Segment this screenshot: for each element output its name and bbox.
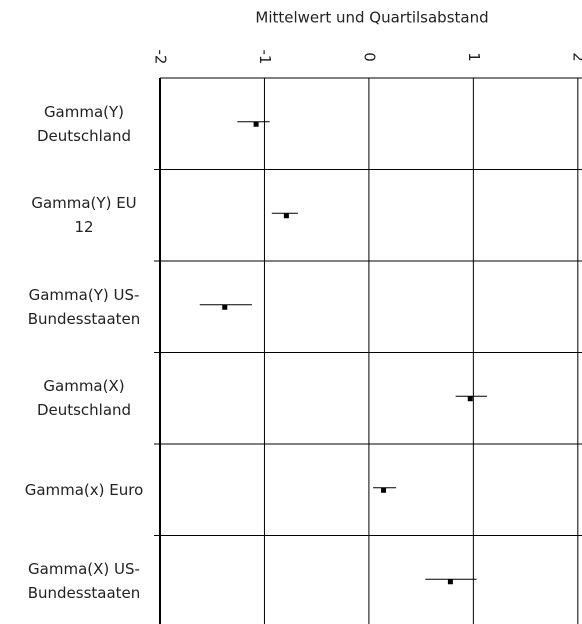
mean-marker — [222, 304, 228, 310]
mean-marker — [381, 487, 387, 493]
category-label: Gamma(Y) Deutschland — [36, 102, 132, 145]
x-tick-label: 0 — [360, 52, 378, 62]
category-label: Gamma(Y) US- Bundesstaaten — [27, 285, 141, 328]
mean-marker — [253, 121, 259, 127]
x-tick-label: -2 — [152, 50, 170, 65]
mean-marker — [467, 396, 473, 402]
category-label: Gamma(X) Deutschland — [36, 377, 132, 420]
mean-marker — [447, 579, 453, 585]
mean-marker — [283, 213, 289, 219]
category-label: Gamma(Y) EU 12 — [31, 194, 137, 237]
category-label: Gamma(x) Euro — [24, 480, 144, 499]
axis-title: Mittelwert und Quartilsabstand — [255, 9, 488, 27]
x-tick-label: 1 — [465, 52, 483, 62]
x-tick-label: 2 — [569, 52, 582, 62]
x-tick-label: -1 — [256, 50, 274, 65]
category-label: Gamma(X) US- Bundesstaaten — [27, 560, 141, 603]
